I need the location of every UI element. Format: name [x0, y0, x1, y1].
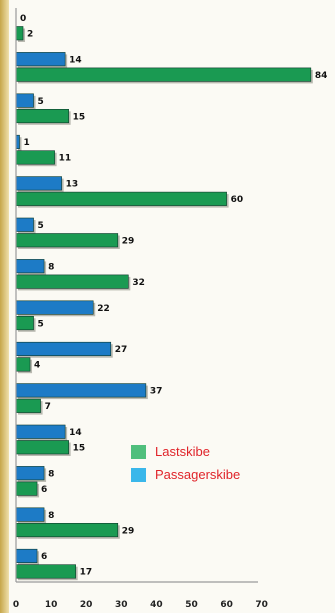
x-tick-label-2: 20 — [80, 600, 93, 610]
value-label-lastskibe-6: 32 — [132, 278, 145, 288]
x-tick-label-4: 40 — [150, 600, 163, 610]
bar-passagerskibe-6 — [15, 259, 45, 274]
legend-swatch-lastskibe — [131, 444, 146, 459]
x-tick-label-1: 10 — [45, 600, 58, 610]
bar-lastskibe-10 — [15, 440, 69, 455]
value-label-passagerskibe-10: 14 — [69, 428, 82, 438]
legend: Lastskibe Passagerskibe — [131, 440, 240, 486]
bar-lastskibe-11 — [15, 481, 38, 496]
bar-lastskibe-5 — [15, 233, 119, 248]
bar-lastskibe-2 — [15, 109, 69, 124]
x-tick-label-0: 0 — [13, 600, 19, 610]
value-label-lastskibe-7: 5 — [38, 319, 44, 329]
value-label-passagerskibe-5: 5 — [38, 221, 44, 231]
value-label-lastskibe-5: 29 — [122, 236, 135, 246]
value-label-lastskibe-12: 29 — [122, 526, 135, 536]
bars-group — [15, 10, 313, 581]
bar-passagerskibe-7 — [15, 300, 94, 315]
bar-lastskibe-9 — [15, 398, 41, 413]
bar-lastskibe-12 — [15, 522, 119, 538]
value-label-lastskibe-4: 60 — [231, 195, 244, 205]
value-label-passagerskibe-4: 13 — [66, 180, 79, 190]
x-tick-label-5: 50 — [185, 600, 198, 610]
legend-label-lastskibe: Lastskibe — [155, 443, 210, 459]
value-label-passagerskibe-13: 6 — [41, 552, 47, 562]
value-label-passagerskibe-12: 8 — [48, 511, 54, 521]
value-label-passagerskibe-8: 27 — [115, 345, 128, 355]
bar-passagerskibe-12 — [15, 507, 45, 522]
value-label-passagerskibe-0: 0 — [20, 14, 26, 24]
bar-lastskibe-7 — [15, 315, 34, 331]
bar-passagerskibe-13 — [15, 548, 38, 564]
bar-lastskibe-4 — [15, 191, 227, 206]
value-label-lastskibe-11: 6 — [41, 485, 47, 495]
bar-passagerskibe-1 — [15, 52, 66, 67]
value-label-passagerskibe-1: 14 — [69, 55, 82, 65]
value-label-passagerskibe-6: 8 — [48, 262, 54, 272]
value-label-passagerskibe-3: 1 — [24, 138, 30, 148]
value-label-lastskibe-0: 2 — [27, 29, 33, 39]
legend-label-passagerskibe: Passagerskibe — [155, 466, 241, 482]
legend-swatch-passagerskibe — [131, 467, 146, 482]
bar-passagerskibe-11 — [15, 466, 45, 481]
value-label-lastskibe-8: 4 — [34, 361, 40, 371]
value-label-lastskibe-13: 17 — [80, 568, 93, 578]
bar-passagerskibe-9 — [15, 383, 147, 398]
left-decor-strip — [0, 0, 9, 613]
bar-passagerskibe-4 — [15, 176, 62, 191]
x-tick-label-3: 30 — [115, 600, 128, 610]
bar-passagerskibe-5 — [15, 217, 34, 232]
value-label-lastskibe-3: 11 — [59, 154, 72, 164]
value-label-lastskibe-9: 7 — [45, 402, 51, 412]
x-tick-labels-group: 0 10 20 30 40 50 60 70 — [13, 600, 268, 610]
bar-lastskibe-3 — [15, 150, 55, 165]
legend-item-passagerskibe: Passagerskibe — [131, 463, 240, 486]
value-label-passagerskibe-2: 5 — [38, 97, 44, 107]
x-tick-label-6: 60 — [220, 600, 233, 610]
value-label-lastskibe-10: 15 — [73, 443, 86, 453]
value-label-lastskibe-1: 84 — [315, 71, 328, 81]
bar-lastskibe-6 — [15, 274, 129, 289]
value-label-lastskibe-2: 15 — [73, 112, 86, 122]
bar-lastskibe-8 — [15, 357, 31, 372]
bar-lastskibe-1 — [15, 67, 312, 82]
value-labels-group: 0214845151111360529832225274377141586829… — [20, 14, 327, 578]
value-label-passagerskibe-7: 22 — [97, 304, 110, 314]
x-tick-label-7: 70 — [255, 600, 268, 610]
legend-item-lastskibe: Lastskibe — [131, 440, 240, 463]
value-label-passagerskibe-11: 8 — [48, 469, 54, 479]
bar-passagerskibe-10 — [15, 424, 66, 439]
bar-passagerskibe-8 — [15, 341, 112, 357]
bar-lastskibe-13 — [15, 564, 76, 579]
bar-lastskibe-0 — [15, 26, 24, 41]
bar-passagerskibe-2 — [15, 93, 34, 108]
value-label-passagerskibe-9: 37 — [150, 387, 163, 397]
